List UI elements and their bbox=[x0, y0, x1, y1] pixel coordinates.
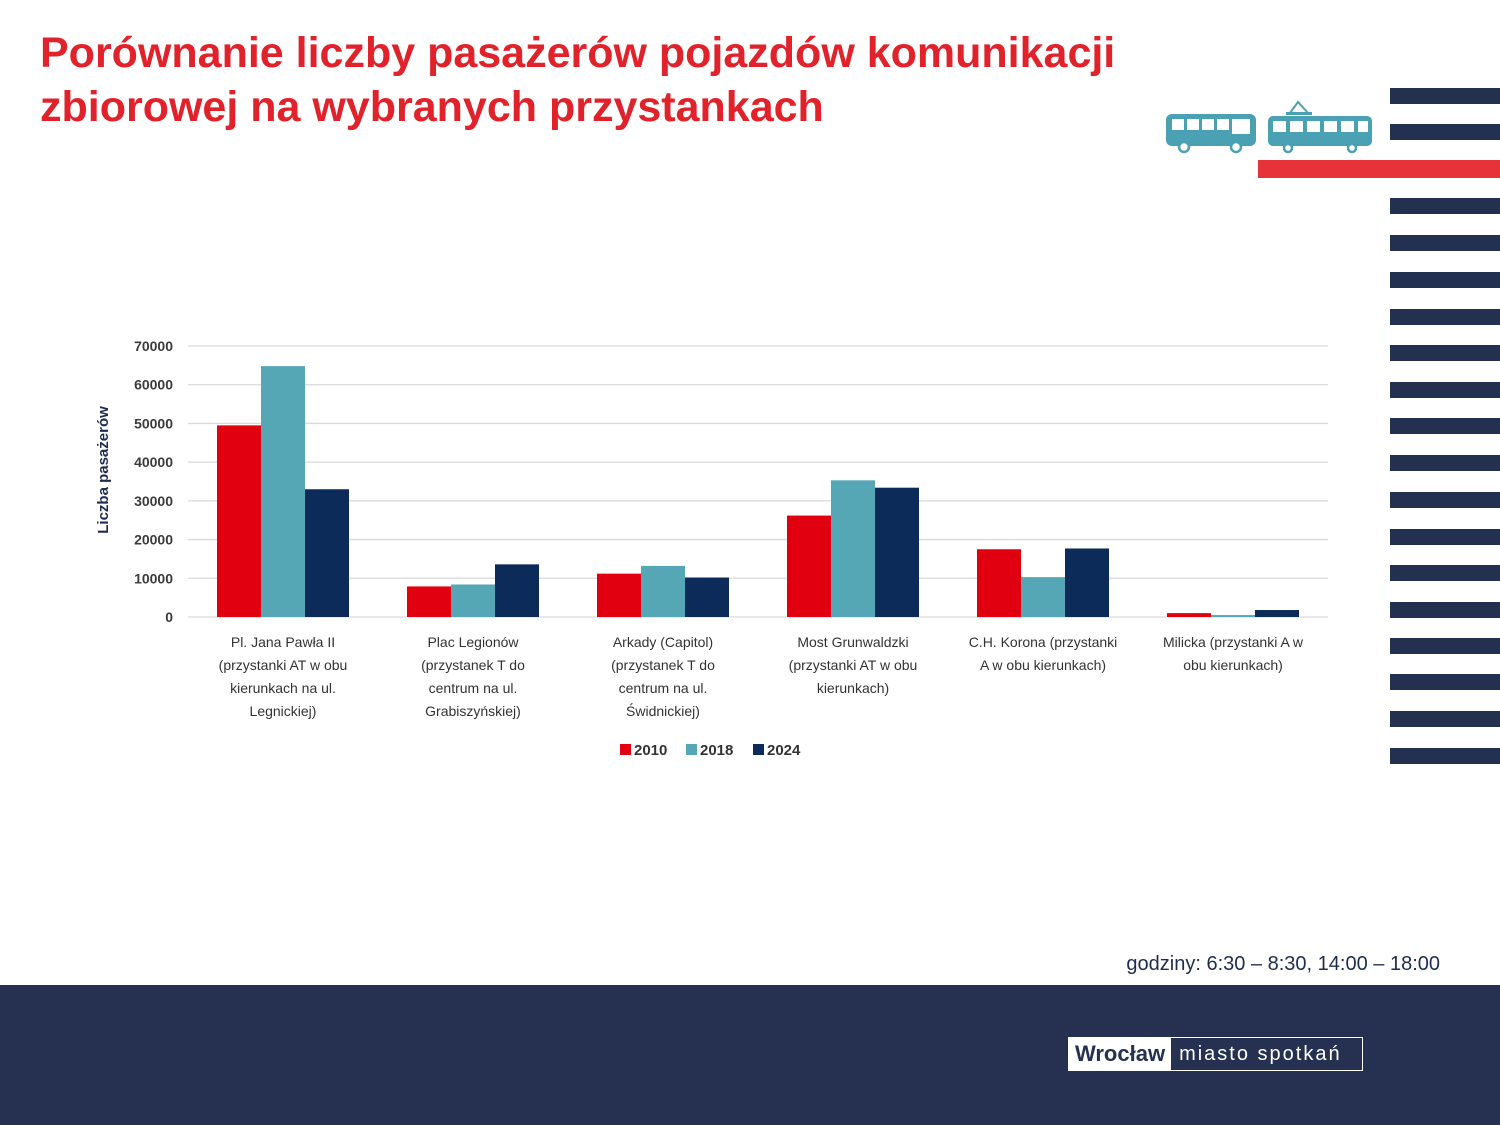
x-category-label: Pl. Jana Pawła II (przystanki AT w obu kie… bbox=[219, 634, 348, 719]
y-tick-label: 60000 bbox=[134, 377, 173, 393]
stripe bbox=[1390, 674, 1500, 690]
bar-2024-1 bbox=[305, 489, 349, 617]
decorative-stripes bbox=[1390, 0, 1500, 780]
x-category-label-line: Most Grunwaldzki bbox=[797, 634, 908, 650]
x-category-label-line: (przystanki AT w obu bbox=[789, 657, 918, 673]
y-axis-label: Liczba pasażerów bbox=[95, 406, 112, 534]
logo-slogan: miasto spotkań bbox=[1179, 1043, 1342, 1065]
stripe bbox=[1390, 124, 1500, 140]
y-tick-label: 0 bbox=[165, 609, 173, 625]
stripe bbox=[1390, 638, 1500, 654]
stripe bbox=[1390, 345, 1500, 361]
y-tick-label: 70000 bbox=[134, 338, 173, 354]
stripe bbox=[1390, 235, 1500, 251]
y-tick-label: 40000 bbox=[134, 454, 173, 470]
bar-2018-5 bbox=[1021, 577, 1065, 617]
bar-2024-4 bbox=[875, 487, 919, 617]
x-category-label-line: centrum na ul. bbox=[619, 680, 708, 696]
x-category-label-line: kierunkach) bbox=[817, 680, 889, 696]
bar-2010-6 bbox=[1167, 613, 1211, 617]
bar-2010-5 bbox=[977, 549, 1021, 617]
x-category-label: Plac Legionów (przystanek T do centrum na … bbox=[421, 634, 525, 719]
x-category-label-line: obu kierunkach) bbox=[1183, 657, 1283, 673]
bar-2010-3 bbox=[597, 573, 641, 617]
x-category-label-line: kierunkach na ul. bbox=[230, 680, 336, 696]
x-category-label: Most Grunwaldzki (przystanki AT w obu kier… bbox=[789, 634, 918, 696]
bar-2018-3 bbox=[641, 565, 685, 617]
bar-2018-2 bbox=[451, 584, 495, 617]
x-category-label: Arkady (Capitol) (przystanek T do centrum … bbox=[611, 634, 715, 719]
y-tick-label: 50000 bbox=[134, 415, 173, 431]
bar-2024-5 bbox=[1065, 548, 1109, 617]
stripe bbox=[1390, 272, 1500, 288]
passenger-chart: 0 10000 20000 30000 40000 50000 60000 70000 Pl.… bbox=[95, 338, 1328, 759]
stripe bbox=[1390, 711, 1500, 727]
stripe bbox=[1390, 455, 1500, 471]
legend-label-2010: 2010 bbox=[634, 742, 667, 759]
bar-2024-3 bbox=[685, 577, 729, 617]
bar-2010-2 bbox=[407, 586, 451, 617]
vehicle-icons bbox=[1166, 100, 1372, 154]
x-category-label-line: Legnickiej) bbox=[250, 703, 317, 719]
y-tick-label: 30000 bbox=[134, 493, 173, 509]
footer-bar bbox=[0, 985, 1500, 1125]
logo-city: Wrocław bbox=[1069, 1038, 1172, 1070]
decorative-red-bar bbox=[1258, 160, 1500, 178]
x-category-label: Milicka (przystanki A w obu kierunkach) bbox=[1163, 634, 1304, 673]
stripe bbox=[1390, 382, 1500, 398]
x-category-label-line: Świdnickiej) bbox=[626, 702, 700, 719]
stripe bbox=[1390, 492, 1500, 508]
bar-2018-4 bbox=[831, 480, 875, 617]
stripe bbox=[1390, 88, 1500, 104]
legend-swatch-2010 bbox=[620, 744, 631, 755]
slide-title: Porównanie liczby pasażerów pojazdów kom… bbox=[40, 29, 1116, 131]
bar-2010-1 bbox=[217, 425, 261, 617]
legend-swatch-2018 bbox=[686, 744, 697, 755]
legend-label-2024: 2024 bbox=[767, 742, 801, 759]
x-category-label-line: Plac Legionów bbox=[427, 634, 519, 650]
tram-icon bbox=[1268, 100, 1372, 154]
bar-2018-6 bbox=[1211, 615, 1255, 617]
legend-label-2018: 2018 bbox=[700, 742, 733, 759]
hours-note: godziny: 6:30 – 8:30, 14:00 – 18:00 bbox=[1126, 953, 1440, 975]
bar-2024-6 bbox=[1255, 610, 1299, 617]
stripe bbox=[1390, 602, 1500, 618]
x-category-label-line: (przystanek T do bbox=[421, 657, 525, 673]
wroclaw-logo: Wrocław miasto spotkań bbox=[1068, 1037, 1363, 1071]
stripe bbox=[1390, 529, 1500, 545]
stripe bbox=[1390, 565, 1500, 581]
stripe bbox=[1390, 198, 1500, 214]
legend-swatch-2024 bbox=[753, 744, 764, 755]
bar-2018-1 bbox=[261, 366, 305, 617]
x-category-label: C.H. Korona (przystanki A w obu kierunkac… bbox=[969, 634, 1118, 673]
x-category-label-line: C.H. Korona (przystanki bbox=[969, 634, 1118, 650]
stripe bbox=[1390, 748, 1500, 764]
bar-2024-2 bbox=[495, 564, 539, 617]
x-category-label-line: centrum na ul. bbox=[429, 680, 518, 696]
x-category-label-line: Milicka (przystanki A w bbox=[1163, 634, 1304, 650]
bus-icon bbox=[1166, 114, 1256, 154]
x-category-label-line: (przystanki AT w obu bbox=[219, 657, 348, 673]
y-tick-label: 10000 bbox=[134, 570, 173, 586]
stripe bbox=[1390, 418, 1500, 434]
x-category-label-line: A w obu kierunkach) bbox=[980, 657, 1106, 673]
y-tick-label: 20000 bbox=[134, 532, 173, 548]
bar-2010-4 bbox=[787, 515, 831, 617]
x-category-label-line: (przystanek T do bbox=[611, 657, 715, 673]
x-category-label-line: Grabiszyńskiej) bbox=[425, 703, 521, 719]
x-category-label-line: Pl. Jana Pawła II bbox=[231, 634, 335, 650]
stripe bbox=[1390, 309, 1500, 325]
x-category-label-line: Arkady (Capitol) bbox=[613, 634, 713, 650]
